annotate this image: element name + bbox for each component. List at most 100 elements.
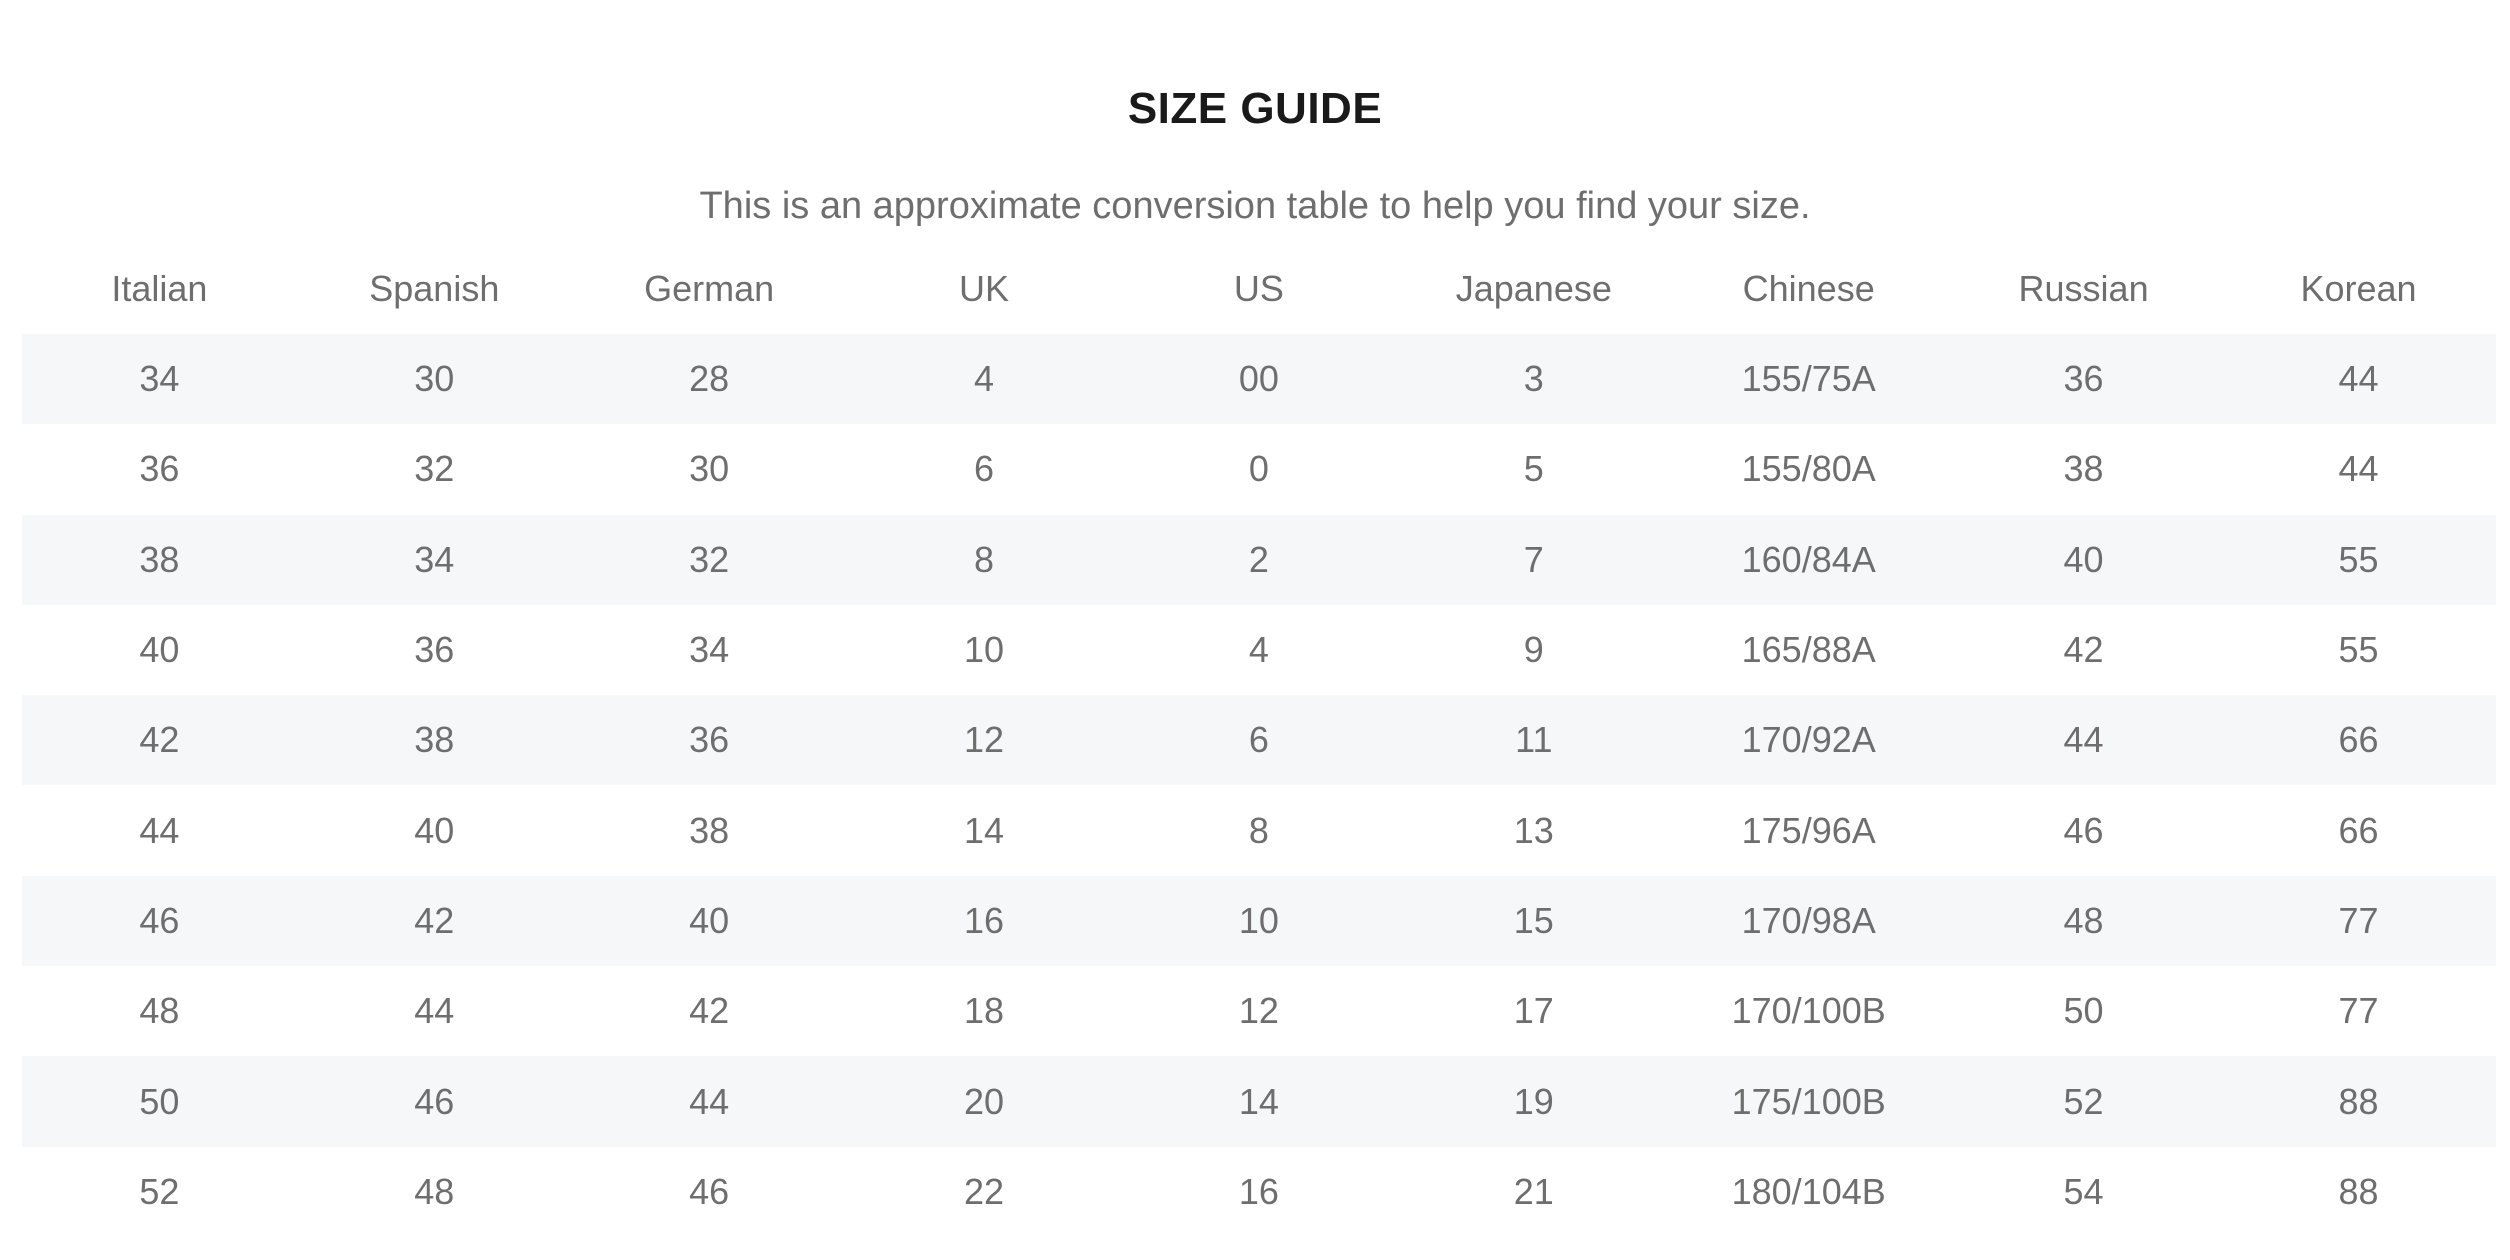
cell-us: 00	[1121, 334, 1397, 425]
table-header: Italian Spanish German UK US Japanese Ch…	[22, 244, 2496, 334]
table-row: 38 34 32 8 2 7 160/84A 40 55	[22, 514, 2496, 605]
cell-chinese: 155/80A	[1671, 424, 1947, 515]
cell-russian: 42	[1946, 604, 2221, 696]
cell-spanish: 38	[296, 695, 572, 786]
cell-chinese: 180/104B	[1671, 1146, 1947, 1237]
cell-japanese: 15	[1396, 875, 1672, 967]
cell-chinese: 165/88A	[1671, 604, 1947, 696]
column-header-german: German	[644, 268, 775, 309]
cell-us: 12	[1121, 966, 1397, 1057]
table-row: 46 42 40 16 10 15 170/98A 48 77	[22, 875, 2496, 967]
cell-spanish: 42	[296, 875, 572, 967]
cell-spanish: 46	[296, 1056, 572, 1147]
cell-russian: 54	[1946, 1146, 2221, 1237]
cell-japanese: 11	[1396, 695, 1672, 786]
cell-italian: 40	[22, 604, 297, 696]
cell-japanese: 9	[1396, 604, 1672, 696]
table-row: 44 40 38 14 8 13 175/96A 46 66	[22, 785, 2496, 876]
column-header-korean: Korean	[2300, 268, 2417, 309]
table-row: 50 46 44 20 14 19 175/100B 52 88	[22, 1056, 2496, 1147]
cell-russian: 44	[1946, 695, 2221, 786]
cell-uk: 10	[846, 604, 1122, 696]
cell-german: 32	[571, 514, 847, 605]
cell-uk: 8	[846, 514, 1122, 605]
cell-uk: 22	[846, 1146, 1122, 1237]
table-row: 42 38 36 12 6 11 170/92A 44 66	[22, 695, 2496, 786]
cell-chinese: 160/84A	[1671, 514, 1947, 605]
column-header-us: US	[1233, 268, 1284, 309]
cell-chinese: 170/92A	[1671, 695, 1947, 786]
cell-us: 8	[1121, 785, 1397, 876]
cell-korean: 88	[2221, 1056, 2496, 1147]
cell-chinese: 155/75A	[1671, 334, 1947, 425]
cell-chinese: 170/98A	[1671, 875, 1947, 967]
cell-japanese: 21	[1396, 1146, 1672, 1237]
cell-spanish: 48	[296, 1146, 572, 1237]
cell-chinese: 175/100B	[1671, 1056, 1947, 1147]
cell-japanese: 5	[1396, 424, 1672, 515]
cell-us: 14	[1121, 1056, 1397, 1147]
cell-russian: 50	[1946, 966, 2221, 1057]
cell-korean: 77	[2221, 966, 2496, 1057]
cell-korean: 44	[2221, 334, 2496, 425]
cell-korean: 55	[2221, 604, 2496, 696]
cell-korean: 66	[2221, 695, 2496, 786]
cell-italian: 50	[22, 1056, 297, 1147]
cell-russian: 46	[1946, 785, 2221, 876]
cell-us: 6	[1121, 695, 1397, 786]
cell-russian: 48	[1946, 875, 2221, 967]
cell-japanese: 7	[1396, 514, 1672, 605]
cell-us: 4	[1121, 604, 1397, 696]
column-header-japanese: Japanese	[1455, 268, 1612, 309]
cell-spanish: 32	[296, 424, 572, 515]
cell-german: 40	[571, 875, 847, 967]
cell-german: 46	[571, 1146, 847, 1237]
page-subtitle: This is an approximate conversion table …	[699, 185, 1811, 227]
cell-japanese: 3	[1396, 334, 1672, 425]
table-body: 34 30 28 4 00 3 155/75A 36 44 36 32 30 6 0 5 155/80A 38 4…	[22, 334, 2496, 1237]
cell-us: 0	[1121, 424, 1397, 515]
cell-korean: 77	[2221, 875, 2496, 967]
cell-japanese: 19	[1396, 1056, 1672, 1147]
cell-german: 34	[571, 604, 847, 696]
size-conversion-table: Italian Spanish German UK US Japanese Ch…	[22, 244, 2496, 1237]
cell-russian: 52	[1946, 1056, 2221, 1147]
cell-korean: 88	[2221, 1146, 2496, 1237]
cell-italian: 46	[22, 875, 297, 967]
cell-korean: 66	[2221, 785, 2496, 876]
cell-spanish: 34	[296, 514, 572, 605]
column-header-russian: Russian	[2018, 268, 2149, 309]
cell-uk: 4	[846, 334, 1122, 425]
cell-uk: 12	[846, 695, 1122, 786]
cell-korean: 55	[2221, 514, 2496, 605]
cell-us: 10	[1121, 875, 1397, 967]
cell-uk: 18	[846, 966, 1122, 1057]
cell-uk: 6	[846, 424, 1122, 515]
cell-russian: 38	[1946, 424, 2221, 515]
table-row: 48 44 42 18 12 17 170/100B 50 77	[22, 966, 2496, 1057]
cell-italian: 34	[22, 334, 297, 425]
cell-russian: 40	[1946, 514, 2221, 605]
column-header-chinese: Chinese	[1742, 268, 1875, 309]
cell-german: 28	[571, 334, 847, 425]
page-title: SIZE GUIDE	[1127, 84, 1383, 134]
cell-german: 42	[571, 966, 847, 1057]
cell-italian: 42	[22, 695, 297, 786]
cell-chinese: 175/96A	[1671, 785, 1947, 876]
column-header-italian: Italian	[111, 268, 208, 309]
cell-uk: 20	[846, 1056, 1122, 1147]
cell-japanese: 13	[1396, 785, 1672, 876]
table-row: 34 30 28 4 00 3 155/75A 36 44	[22, 334, 2496, 425]
cell-spanish: 44	[296, 966, 572, 1057]
cell-german: 30	[571, 424, 847, 515]
cell-italian: 48	[22, 966, 297, 1057]
cell-italian: 44	[22, 785, 297, 876]
cell-spanish: 40	[296, 785, 572, 876]
cell-italian: 52	[22, 1146, 297, 1237]
cell-german: 36	[571, 695, 847, 786]
cell-spanish: 36	[296, 604, 572, 696]
cell-italian: 36	[22, 424, 297, 515]
cell-german: 44	[571, 1056, 847, 1147]
cell-russian: 36	[1946, 334, 2221, 425]
cell-italian: 38	[22, 514, 297, 605]
